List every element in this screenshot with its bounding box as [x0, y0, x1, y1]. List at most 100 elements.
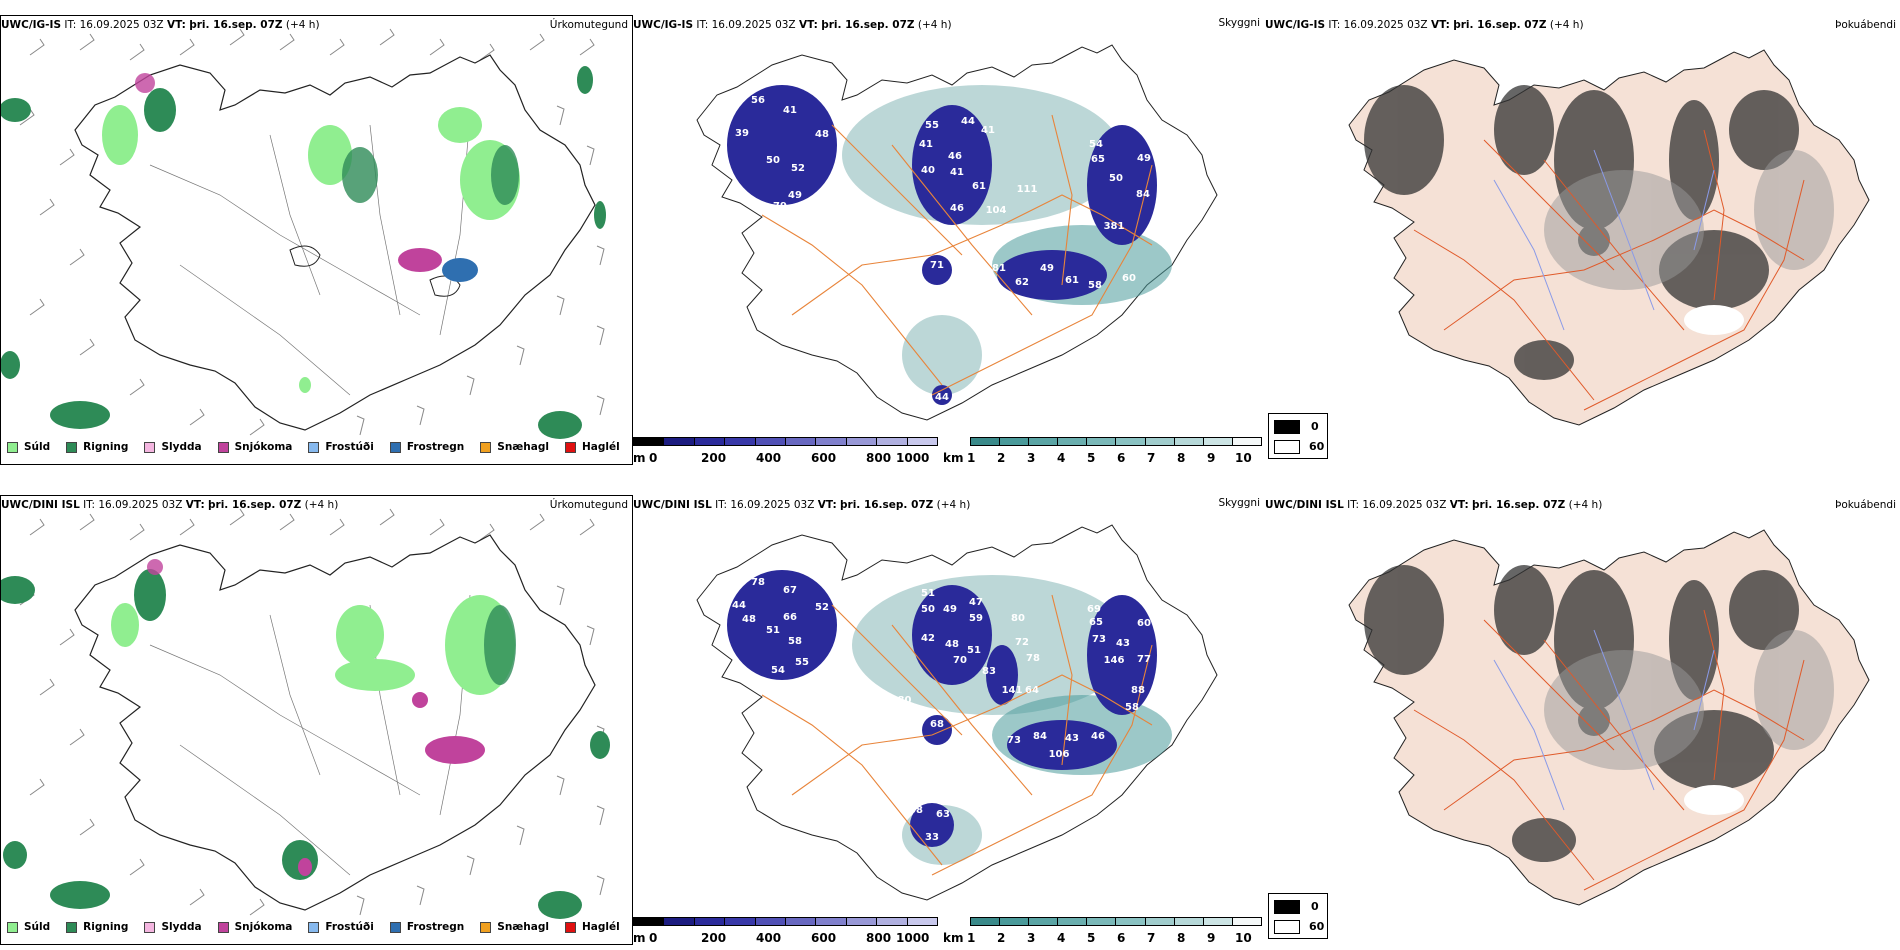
cloud-base-label: 48: [945, 639, 959, 650]
cloud-base-label: 59: [969, 613, 983, 624]
cloud-colorbar-km-row2: km 1 2 3 4 5 6 7 8 9 10: [943, 917, 1268, 947]
legend-item-frostregn: Frostregn: [389, 441, 464, 453]
cloud-base-label: 78: [751, 577, 765, 588]
cloud-base-label: 64: [1025, 685, 1039, 696]
panel-title-fog-row1: Þokuábendi: [1835, 19, 1896, 31]
legend-item-snaehagl: Snæhagl: [480, 921, 549, 933]
cloud-base-label: 33: [925, 832, 939, 843]
cloud-base-label: 55: [795, 657, 809, 668]
cloud-base-label: 55: [925, 120, 939, 131]
cloud-base-label: 44: [732, 600, 746, 611]
cloud-base-label: 106: [1049, 749, 1070, 760]
cloud-base-label: 50: [766, 155, 780, 166]
cloud-base-label: 48: [815, 129, 829, 140]
cloud-base-label: 49: [788, 190, 802, 201]
legend-item-snaehagl: Snæhagl: [480, 441, 549, 453]
fog-colorbar-row1: 0 60: [1268, 413, 1328, 459]
fog-shading: [1364, 565, 1799, 862]
roads: [761, 594, 1153, 876]
cloud-base-label: 51: [766, 625, 780, 636]
legend-item-haglel: Haglél: [564, 921, 620, 933]
panel-title-clouds-row2: Skyggni: [1218, 497, 1261, 509]
legend-item-sudl: Súld: [7, 921, 50, 933]
cloud-base-label: 39: [735, 128, 749, 139]
cloud-base-label: 141: [1002, 685, 1023, 696]
cloud-base-label: 44: [935, 392, 949, 403]
cloud-base-label: 63: [936, 809, 950, 820]
panel-title-precip-row2: Úrkomutegund: [549, 499, 628, 511]
cloud-base-label: 84: [1136, 189, 1150, 200]
cloud-base-label: 73: [1007, 735, 1021, 746]
roads: [761, 114, 1153, 396]
legend-item-slydda: Slydda: [144, 921, 202, 933]
cloud-base-label: 73: [1092, 634, 1106, 645]
header-row2-fog: UWC/DINI ISL IT: 16.09.2025 03Z VT: þri.…: [1265, 499, 1603, 511]
cloud-base-label: 51: [921, 588, 935, 599]
fog-map-row2: [1348, 529, 1870, 906]
fog-map-row1: [1348, 49, 1870, 426]
cloud-base-label: 47: [969, 597, 983, 608]
cloud-base-label: 49: [943, 604, 957, 615]
cloud-base-label: 52: [815, 602, 829, 613]
panel-title-clouds-row1: Skyggni: [1218, 17, 1261, 29]
cloud-base-label: 81: [992, 263, 1006, 274]
cloud-base-label: 77: [1137, 654, 1151, 665]
precip-areas: [0, 66, 606, 439]
cloud-base-label: 65: [1091, 154, 1105, 165]
cloud-base-label: 81: [812, 222, 826, 233]
cloud-base-label: 50: [1109, 173, 1123, 184]
cloud-base-label: 44: [961, 116, 975, 127]
fog-panel-row2: UWC/DINI ISL IT: 16.09.2025 03Z VT: þri.…: [1264, 495, 1900, 915]
cloud-base-label: 41: [981, 125, 995, 136]
cloud-base-label: 93: [896, 712, 910, 723]
cloud-base-label: 67: [783, 585, 797, 596]
cloud-base-label: 61: [1065, 275, 1079, 286]
low-cloud-areas: [727, 570, 1157, 847]
cloud-colorbar-m-row1: m 0 200 400 600 800 1000: [633, 437, 938, 467]
header-row1-precip: UWC/IG-IS IT: 16.09.2025 03Z VT: þri. 16…: [1, 19, 320, 31]
cloud-base-label: 41: [783, 105, 797, 116]
cloud-base-label: 51: [967, 645, 981, 656]
cloud-base-label: 88: [1131, 685, 1145, 696]
cloud-base-label: 69: [1087, 604, 1101, 615]
cloud-base-label: 50: [921, 604, 935, 615]
cloud-base-label: 280: [891, 695, 912, 706]
precip-map-row1: [0, 28, 606, 439]
cloud-base-label: 111: [1017, 184, 1038, 195]
precip-panel-row1: UWC/IG-IS IT: 16.09.2025 03Z VT: þri. 16…: [0, 15, 632, 465]
legend-item-frostudi: Frostúði: [308, 921, 374, 933]
legend-item-frostregn: Frostregn: [389, 921, 464, 933]
wind-barbs: [19, 28, 605, 436]
cloud-base-label: 48: [742, 614, 756, 625]
header-row1-fog: UWC/IG-IS IT: 16.09.2025 03Z VT: þri. 16…: [1265, 19, 1584, 31]
cloud-base-label: 42: [921, 633, 935, 644]
cloud-base-label: 43: [1065, 733, 1079, 744]
header-row2-clouds: UWC/DINI ISL IT: 16.09.2025 03Z VT: þri.…: [633, 499, 971, 511]
cloud-base-label: 71: [930, 260, 944, 271]
cloud-base-label: 79: [773, 201, 787, 212]
cloud-base-label: 58: [1088, 280, 1102, 291]
cloud-base-label: 60: [1122, 273, 1136, 284]
precip-legend-row2: Súld Rigning Slydda Snjókoma Frostúði Fr…: [0, 914, 632, 940]
cloud-panel-row1: 56 41 39 48 50 52 49 79 81 55 44 41 41 46 40 41 61 46 104 1…: [632, 15, 1264, 435]
cloud-base-label: 49: [1137, 153, 1151, 164]
header-row1-clouds: UWC/IG-IS IT: 16.09.2025 03Z VT: þri. 16…: [633, 19, 952, 31]
legend-item-haglel: Haglél: [564, 441, 620, 453]
cloud-base-label: 54: [771, 665, 785, 676]
cloud-base-label: 68: [930, 719, 944, 730]
cloud-base-label: 54: [1089, 139, 1103, 150]
legend-item-rigning: Rigning: [66, 921, 128, 933]
cloud-base-label: 381: [1104, 221, 1125, 232]
cloud-base-label: 73: [1015, 222, 1029, 233]
cloud-base-label: 65: [1089, 617, 1103, 628]
cloud-base-label: 83: [982, 666, 996, 677]
legend-item-snjokoma: Snjókoma: [217, 441, 292, 453]
cloud-base-label: 62: [1015, 277, 1029, 288]
cloud-base-label: 146: [1104, 655, 1125, 666]
legend-item-sudl: Súld: [7, 441, 50, 453]
fog-colorbar-row2: 0 60: [1268, 893, 1328, 939]
cloud-base-label: 60: [1137, 618, 1151, 629]
